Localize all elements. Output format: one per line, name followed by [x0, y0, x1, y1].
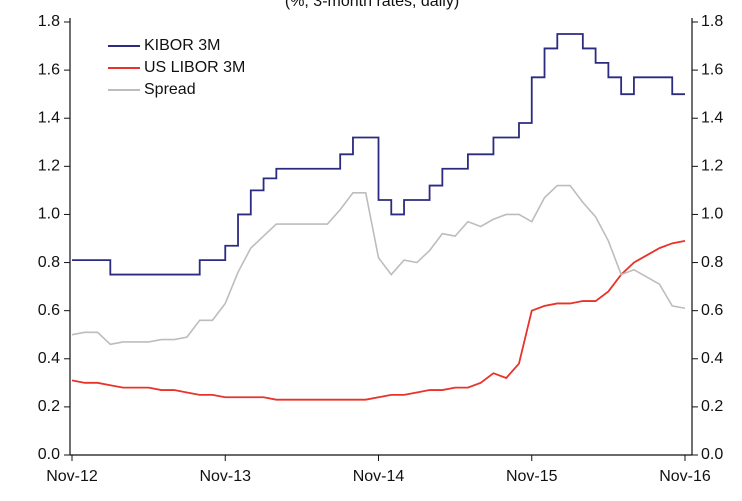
x-tick-label: Nov-15 — [506, 468, 558, 485]
y-tick-label: 1.8 — [38, 13, 60, 30]
y2-tick-label: 0.2 — [701, 398, 723, 415]
series-line — [72, 33, 685, 276]
x-tick-label: Nov-13 — [199, 468, 251, 485]
y2-tick-label: 1.4 — [701, 109, 723, 126]
y2-tick-label: 1.8 — [701, 13, 723, 30]
x-tick-label: Nov-12 — [46, 468, 98, 485]
y2-tick-label: 0.6 — [701, 302, 723, 319]
series-line — [71, 240, 686, 401]
y2-tick-label: 1.2 — [701, 158, 723, 175]
y-tick-label: 1.2 — [38, 158, 60, 175]
y2-tick-label: 0.8 — [701, 254, 723, 271]
x-tick-label: Nov-16 — [659, 468, 711, 485]
legend-label: KIBOR 3M — [144, 37, 220, 54]
y-tick-label: 0.0 — [38, 446, 60, 463]
y-tick-label: 0.2 — [38, 398, 60, 415]
series-line — [71, 184, 686, 346]
y-tick-label: 0.4 — [38, 350, 60, 367]
y-tick-label: 0.6 — [38, 302, 60, 319]
y2-tick-label: 0.0 — [701, 446, 723, 463]
y-tick-label: 1.6 — [38, 61, 60, 78]
y-tick-label: 1.0 — [38, 206, 60, 223]
chart-subtitle: (%, 3-month rates, daily) — [285, 0, 459, 10]
legend-label: Spread — [144, 81, 196, 98]
x-tick-label: Nov-14 — [353, 468, 405, 485]
y-tick-label: 0.8 — [38, 254, 60, 271]
y2-tick-label: 0.4 — [701, 350, 723, 367]
y-tick-label: 1.4 — [38, 109, 60, 126]
y2-tick-label: 1.6 — [701, 61, 723, 78]
y2-tick-label: 1.0 — [701, 206, 723, 223]
legend-label: US LIBOR 3M — [144, 59, 245, 76]
